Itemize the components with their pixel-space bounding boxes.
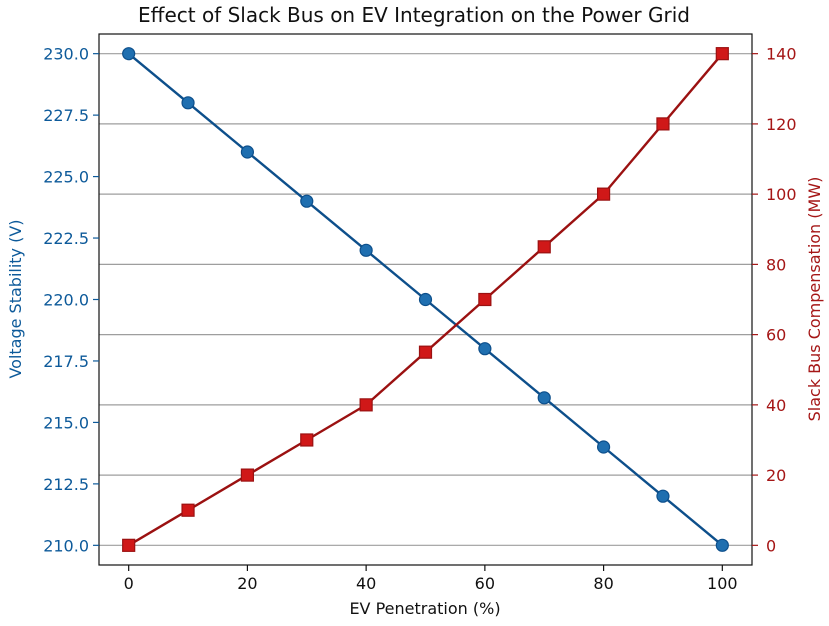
left-tick-label: 212.5 — [43, 475, 89, 494]
x-tick-label: 20 — [237, 574, 257, 593]
grid-layer — [99, 53, 752, 546]
left-tick-label: 222.5 — [43, 229, 89, 248]
series-right — [122, 47, 729, 552]
right-axis-ticks: 0 20 40 60 80 100 120 140 — [752, 45, 797, 555]
right-tick-label: 60 — [766, 326, 786, 345]
data-point-square — [300, 433, 314, 447]
chart-title: Effect of Slack Bus on EV Integration on… — [138, 3, 690, 27]
left-tick-label: 217.5 — [43, 352, 89, 371]
right-axis-label: Slack Bus Compensation (MW) — [805, 177, 824, 422]
data-point-square — [122, 538, 136, 552]
data-point-square — [418, 345, 433, 359]
data-point-circle — [240, 145, 255, 159]
data-point-square — [596, 187, 611, 201]
data-point-circle — [537, 391, 551, 405]
right-tick-label: 140 — [766, 45, 797, 64]
data-point-square — [181, 503, 195, 517]
left-axis-label: Voltage Stability (V) — [6, 219, 25, 378]
x-tick-label: 80 — [593, 574, 613, 593]
x-tick-label: 60 — [475, 574, 495, 593]
data-point-circle — [478, 342, 492, 356]
data-point-circle — [418, 292, 433, 307]
bottom-axis-ticks: 0 20 40 60 80 100 — [124, 565, 738, 593]
right-tick-label: 120 — [766, 115, 797, 134]
data-point-square — [537, 240, 551, 254]
data-point-square — [478, 292, 492, 307]
left-tick-label: 220.0 — [43, 291, 89, 310]
data-point-circle — [359, 243, 373, 257]
data-point-circle — [596, 440, 611, 454]
data-point-circle — [122, 47, 136, 61]
data-point-square — [656, 117, 670, 131]
left-axis-ticks: 210.0 212.5 215.0 217.5 220.0 222.5 225.0 227.5… — [43, 45, 99, 555]
left-tick-label: 230.0 — [43, 45, 89, 64]
right-tick-label: 100 — [766, 185, 797, 204]
data-point-circle — [181, 96, 195, 110]
left-tick-label: 210.0 — [43, 536, 89, 555]
data-point-square — [240, 468, 255, 482]
x-axis-label: EV Penetration (%) — [349, 599, 500, 618]
left-tick-label: 225.0 — [43, 168, 89, 187]
x-tick-label: 100 — [707, 574, 738, 593]
right-tick-label: 80 — [766, 255, 786, 274]
data-point-square — [715, 47, 729, 61]
data-point-circle — [300, 194, 314, 208]
left-tick-label: 227.5 — [43, 106, 89, 125]
data-point-square — [359, 398, 373, 412]
series-layer — [122, 47, 729, 552]
series-left — [122, 47, 729, 552]
data-point-circle — [656, 489, 670, 503]
data-point-circle — [715, 538, 729, 552]
left-tick-label: 215.0 — [43, 413, 89, 432]
right-tick-label: 20 — [766, 466, 786, 485]
right-tick-label: 0 — [766, 536, 776, 555]
x-tick-label: 0 — [124, 574, 134, 593]
x-tick-label: 40 — [356, 574, 376, 593]
right-tick-label: 40 — [766, 396, 786, 415]
